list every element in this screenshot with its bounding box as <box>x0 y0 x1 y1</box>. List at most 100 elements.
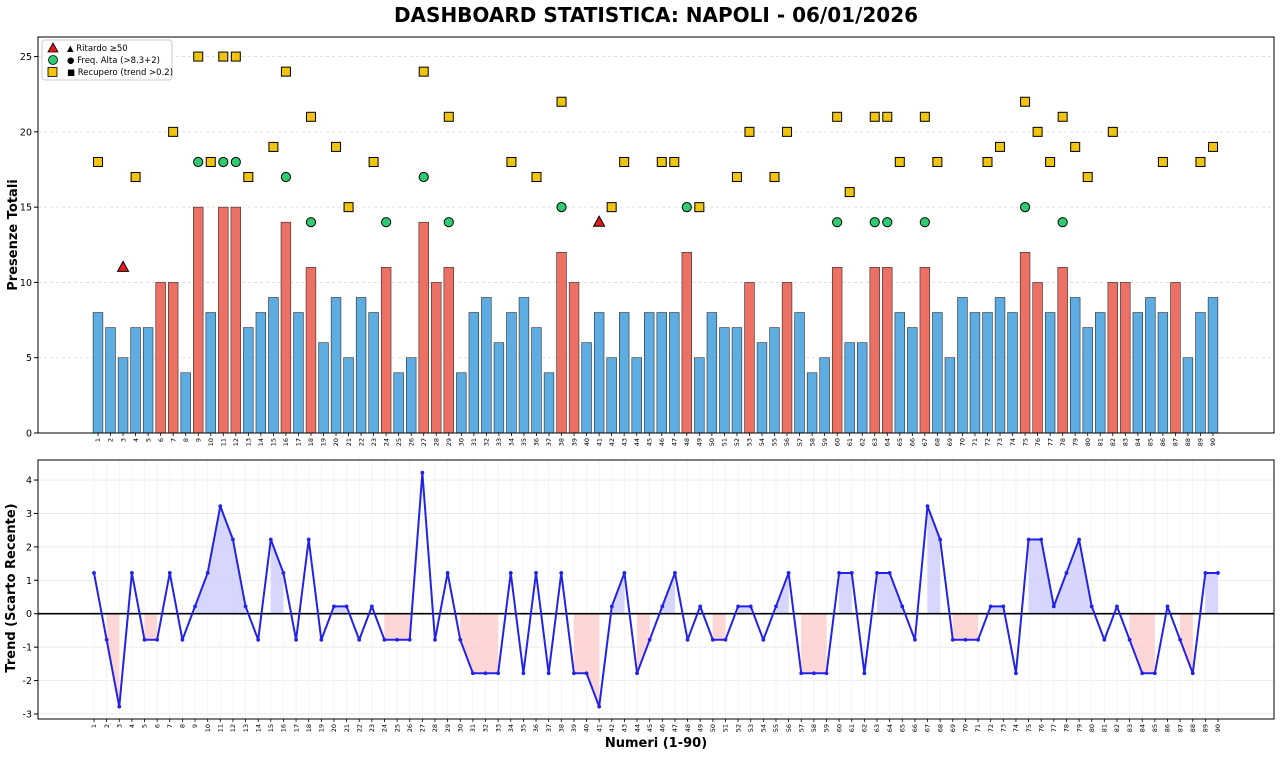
top-x-tick-label: 60 <box>833 438 841 446</box>
bottom-x-tick-label: 12 <box>229 724 237 732</box>
trend-point-23 <box>369 604 374 609</box>
trend-point-44 <box>635 671 639 676</box>
bottom-x-tick-label: 23 <box>368 724 376 732</box>
bottom-x-tick-label: 87 <box>1176 724 1184 732</box>
bar-64 <box>882 267 893 434</box>
bottom-x-tick-label: 51 <box>722 724 730 732</box>
bar-60 <box>831 267 843 434</box>
bar-21 <box>343 357 354 434</box>
bottom-x-tick-label: 64 <box>886 724 894 732</box>
freq-marker-64 <box>882 217 893 228</box>
trend-point-56 <box>786 571 791 575</box>
trend-fill-negative <box>397 613 410 640</box>
bottom-x-tick-label: 39 <box>570 724 578 732</box>
trend-point-48 <box>685 637 690 642</box>
bottom-x-tick-label: 28 <box>431 724 439 732</box>
legend-item-recupero: ■ Recupero (trend >0.2) <box>67 68 173 78</box>
bottom-x-tick-label: 19 <box>318 724 326 732</box>
top-x-tick-label: 52 <box>733 438 741 446</box>
bar-32 <box>481 297 492 434</box>
trend-point-35 <box>521 671 526 676</box>
trend-point-63 <box>875 571 879 575</box>
bar-63 <box>869 267 880 434</box>
trend-point-43 <box>622 571 627 575</box>
bar-81 <box>1095 312 1106 434</box>
presence-bars <box>92 206 1219 434</box>
bar-24 <box>380 267 392 434</box>
bottom-x-tick-label: 83 <box>1126 724 1134 732</box>
recupero-marker-67 <box>919 111 930 122</box>
ritardo-marker-41 <box>592 215 606 227</box>
recupero-marker-72 <box>982 156 993 167</box>
trend-point-38 <box>559 571 564 575</box>
trend-point-54 <box>761 637 766 642</box>
recupero-marker-52 <box>731 172 742 183</box>
bar-87 <box>1170 282 1181 434</box>
trend-point-62 <box>862 671 867 676</box>
recupero-marker-34 <box>506 156 517 167</box>
bottom-x-tick-label: 71 <box>974 724 982 732</box>
bar-79 <box>1070 297 1081 434</box>
top-x-tick-label: 77 <box>1046 438 1054 446</box>
top-x-tick-label: 59 <box>821 438 829 446</box>
recupero-marker-68 <box>932 156 943 167</box>
bottom-x-tick-label: 52 <box>734 724 742 732</box>
bottom-x-tick-label: 27 <box>419 724 427 732</box>
bottom-x-tick-label: 38 <box>557 724 565 732</box>
trend-fill-negative <box>801 613 814 674</box>
trend-point-3 <box>117 704 122 709</box>
bottom-x-tick-label: 56 <box>785 724 793 732</box>
top-x-tick-label: 37 <box>545 438 553 446</box>
bar-7 <box>167 282 179 434</box>
top-x-tick-label: 13 <box>245 438 253 446</box>
top-x-tick-label: 3 <box>119 438 127 442</box>
recupero-marker-43 <box>619 156 630 167</box>
bottom-x-tick-label: 58 <box>810 724 818 732</box>
trend-point-9 <box>193 604 197 609</box>
recupero-marker-46 <box>656 156 667 167</box>
freq-marker-24 <box>381 217 392 228</box>
top-x-tick-label: 75 <box>1021 438 1029 446</box>
bottom-x-tick-label: 67 <box>924 724 932 732</box>
bottom-x-tick-label: 40 <box>583 724 591 732</box>
trend-point-2 <box>104 637 109 642</box>
top-x-tick-label: 44 <box>633 438 641 446</box>
bar-44 <box>631 357 642 434</box>
top-x-tick-label: 68 <box>934 438 942 446</box>
trend-point-59 <box>824 671 829 676</box>
bottom-x-tick-label: 37 <box>545 724 553 732</box>
bar-53 <box>744 282 755 434</box>
recupero-marker-16 <box>280 66 291 77</box>
top-y-tick-label: 15 <box>20 203 32 214</box>
bottom-x-tick-label: 33 <box>494 724 502 732</box>
trend-point-18 <box>306 537 311 542</box>
bar-27 <box>418 221 429 434</box>
bar-52 <box>731 327 743 434</box>
bar-23 <box>368 312 379 434</box>
trend-point-74 <box>1014 671 1018 676</box>
top-x-tick-label: 7 <box>169 438 177 442</box>
bar-25 <box>393 372 404 434</box>
bottom-y-tick-label: 0 <box>26 609 32 620</box>
top-y-tick-label: 10 <box>20 278 32 289</box>
trend-point-90 <box>1216 571 1220 575</box>
trend-point-1 <box>92 571 96 575</box>
bar-39 <box>568 282 580 434</box>
top-x-tick-label: 11 <box>219 438 227 446</box>
recupero-marker-49 <box>694 202 705 213</box>
trend-point-75 <box>1026 537 1031 542</box>
bottom-x-tick-label: 53 <box>747 724 755 732</box>
top-x-tick-label: 41 <box>595 438 603 446</box>
bottom-y-tick-label: 2 <box>26 542 32 553</box>
bottom-y-tick-label: 1 <box>26 576 32 587</box>
trend-point-39 <box>572 671 576 676</box>
recupero-marker-29 <box>443 111 454 122</box>
trend-fill-negative <box>1129 613 1143 674</box>
bar-4 <box>130 327 141 434</box>
bottom-x-tick-label: 69 <box>949 724 957 732</box>
bottom-y-tick-label: 3 <box>26 509 32 520</box>
bottom-y-tick-label: -1 <box>23 643 32 654</box>
trend-point-51 <box>723 637 728 642</box>
